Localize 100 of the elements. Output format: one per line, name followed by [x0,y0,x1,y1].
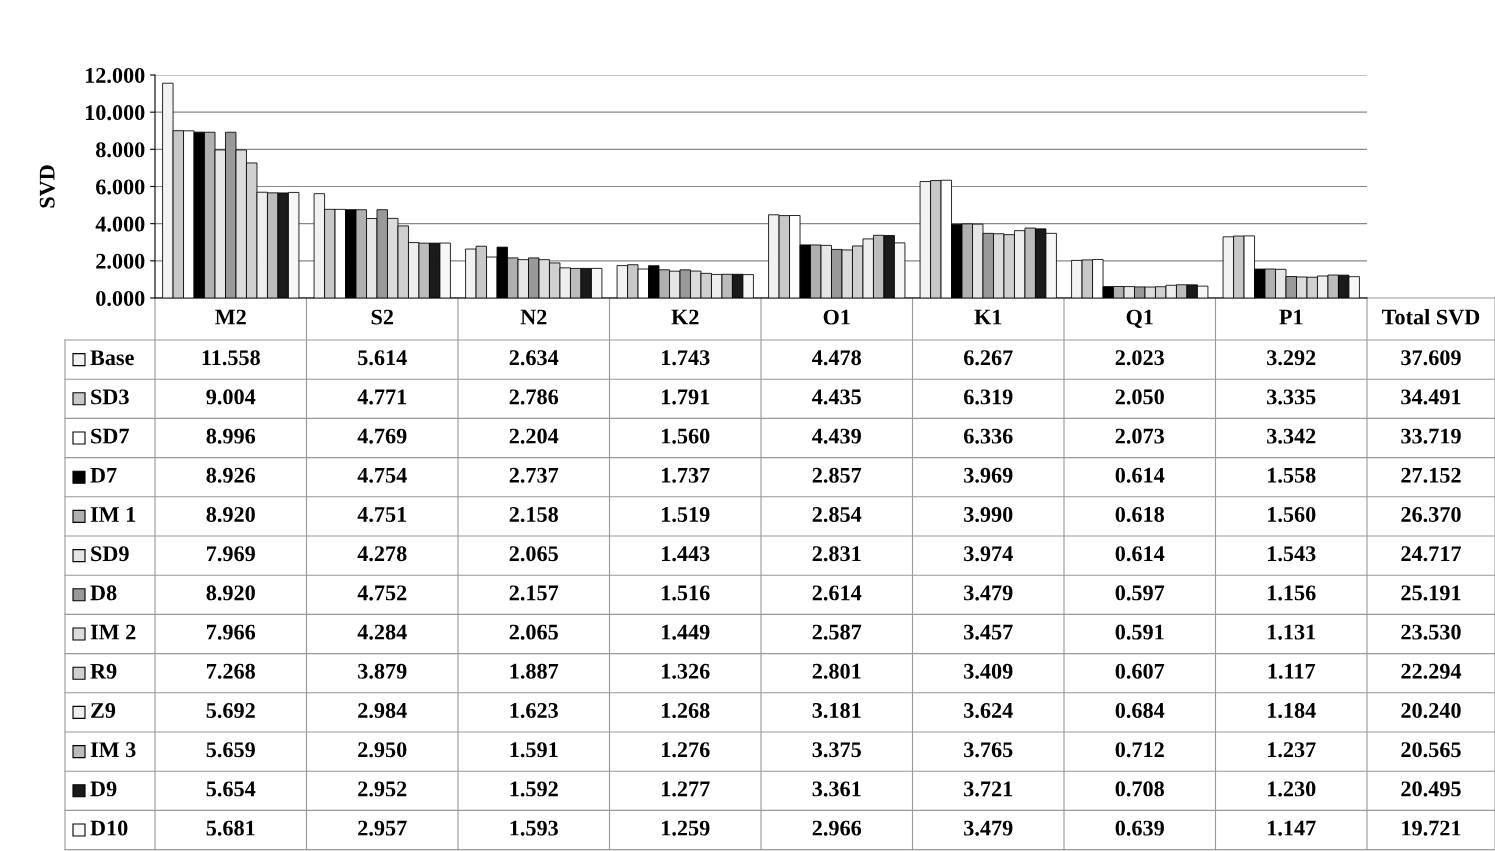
y-axis-title: SVD [39,165,55,208]
data-label: 1.443 [662,546,710,562]
data-label: 2.984 [358,702,407,719]
data-label: 2.073 [1115,428,1164,444]
data-label: 1.449 [662,624,710,640]
x-tick-label: O1 [823,309,850,325]
x-tick-label: N2 [520,309,547,325]
data-label: 2.952 [358,781,407,797]
text: 23.530 [1401,624,1461,640]
data-label: 2.831 [812,546,861,562]
data-label: 1.519 [662,507,710,523]
data-label: 1.326 [662,663,710,679]
data-label: 3.457 [964,624,1013,640]
data-label: 2.950 [358,742,407,758]
legend-label: IM 2 [90,624,136,640]
data-label: 4.752 [357,585,407,601]
x-tick-label: M2 [215,309,246,325]
data-label: 0.597 [1115,585,1165,601]
data-label: 4.478 [812,350,862,366]
data-label: 11.558 [202,350,260,366]
data-label: 8.920 [206,585,255,601]
data-label: 4.771 [357,389,407,405]
data-label: 0.684 [1115,702,1165,719]
data-label: 3.335 [1267,389,1316,405]
data-label: 4.278 [357,546,407,562]
legend-label: R9 [90,663,117,679]
data-label: 0.614 [1115,467,1165,483]
y-tick-label: 10.000 [85,105,145,121]
data-label: 1.592 [510,781,558,797]
data-label: 0.639 [1115,820,1164,836]
legend-label: SD7 [91,428,129,444]
data-label: 6.336 [964,428,1013,444]
text: 24.717 [1401,546,1462,562]
data-label: 2.966 [812,820,862,836]
data-label: 2.065 [509,624,558,640]
data-label: 2.157 [509,585,559,601]
data-label: 0.708 [1115,781,1165,797]
text: 27.152 [1401,467,1461,483]
x-tick-label: K2 [671,309,699,325]
data-label: 3.292 [1267,350,1316,366]
data-label: 4.769 [357,428,407,444]
legend-label: Base [90,350,134,366]
data-label: 6.267 [964,350,1013,366]
data-label: 1.156 [1268,585,1316,601]
legend-label: SD3 [91,389,129,405]
legend-label: D7 [90,467,117,483]
data-label: 0.591 [1115,624,1164,640]
data-label: 1.560 [662,428,710,444]
text: 20.495 [1401,781,1461,797]
text: 20.565 [1401,742,1461,758]
data-label: 1.543 [1268,546,1316,562]
data-label: 0.618 [1115,506,1165,523]
data-label: 0.712 [1115,742,1164,758]
data-label: 1.259 [662,820,710,836]
data-label: 1.117 [1268,663,1316,679]
legend-label: D10 [90,820,128,836]
x-tick-label: P1 [1279,309,1303,325]
data-label: 1.887 [510,663,559,679]
data-label: 4.751 [357,507,407,523]
text: 37.609 [1401,350,1461,366]
data-label: 3.361 [812,781,861,797]
legend-label: IM 1 [90,507,136,522]
data-label: 2.204 [509,428,559,444]
data-label: 2.634 [509,350,559,366]
data-label: 5.654 [206,781,256,797]
data-label: 2.158 [509,506,559,523]
legend-label: Z9 [91,703,116,718]
data-label: 2.023 [1115,350,1164,366]
data-label: 2.786 [509,389,559,405]
data-label: 1.737 [662,467,710,483]
data-label: 6.319 [964,389,1013,405]
data-label: 2.050 [1115,389,1164,405]
data-label: 3.181 [812,702,861,719]
data-label: 2.587 [812,624,862,640]
data-label: 2.614 [812,585,862,601]
data-label: 4.439 [812,428,861,444]
data-label: 1.593 [510,820,558,836]
data-label: 2.957 [358,820,407,836]
data-label: 1.237 [1268,742,1316,758]
data-label: 5.692 [206,703,255,719]
data-label: 5.659 [206,742,255,758]
data-label: 1.277 [662,781,710,797]
text: 19.721 [1402,820,1461,836]
legend-label: SD9 [91,546,129,562]
text: 22.294 [1401,663,1462,679]
data-label: 3.479 [964,820,1013,836]
y-tick-label: 6.000 [96,179,145,195]
data-label: 1.268 [662,702,710,719]
text: 26.370 [1401,506,1461,523]
data-label: 3.990 [964,506,1013,523]
data-label: 1.184 [1268,702,1316,719]
data-label: 1.558 [1268,467,1316,483]
x-tick-label: K1 [974,309,1002,325]
data-label: 8.996 [206,428,256,444]
data-label: 3.479 [964,585,1013,601]
data-label: 1.791 [662,389,710,405]
data-label: 2.065 [509,546,558,562]
data-label: 0.607 [1115,663,1165,679]
x-tick-label: Q1 [1126,309,1153,328]
legend-label: D9 [90,781,117,797]
